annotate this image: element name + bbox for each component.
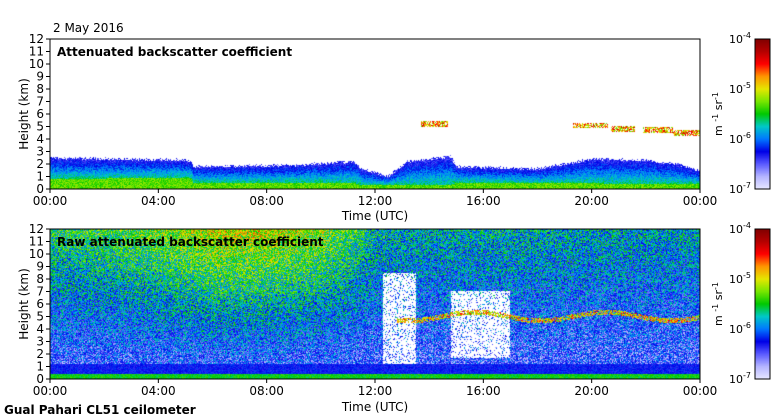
colorbar-tick-label: 10-4: [729, 221, 751, 236]
y-tick-label: 5: [36, 120, 44, 134]
y-tick-label: 7: [36, 95, 44, 109]
y-tick-label: 10: [29, 247, 44, 261]
y-tick-label: 11: [29, 45, 44, 59]
colorbar-tick-label: 10-6: [729, 321, 751, 336]
colorbar-tick-label: 10-7: [729, 181, 751, 196]
y-tick-label: 9: [36, 70, 44, 84]
y-axis-label: Height (km): [17, 268, 31, 339]
x-axis-label: Time (UTC): [341, 400, 408, 414]
colorbar-tick-label: 10-7: [729, 371, 751, 386]
colorbar-unit-label: m -1 sr-1: [711, 92, 725, 136]
y-tick-label: 12: [29, 222, 44, 236]
y-axis-label: Height (km): [17, 78, 31, 149]
colorbar-frame: [754, 38, 771, 190]
y-tick-label: 7: [36, 285, 44, 299]
colorbar-frame: [754, 228, 771, 380]
x-tick-label: 04:00: [141, 384, 176, 398]
x-axis: 00:00 04:00 08:00 12:00 16:00 20:00 00:00: [33, 189, 718, 208]
date-label: 2 May 2016: [53, 21, 124, 35]
heatmap-raw-attenuated-backscatter: [50, 229, 700, 379]
colorbar-unit-label: m -1 sr-1: [711, 282, 725, 326]
x-axis-label: Time (UTC): [341, 209, 408, 223]
y-tick-label: 12: [29, 32, 44, 46]
x-axis: 00:00 04:00 08:00 12:00 16:00 20:00 00:00: [33, 379, 718, 398]
x-tick-label: 16:00: [466, 194, 501, 208]
x-tick-label: 00:00: [683, 384, 718, 398]
colorbar-tick-label: 10-5: [729, 81, 751, 96]
x-tick-label: 00:00: [683, 194, 718, 208]
y-tick-label: 1: [36, 360, 44, 374]
x-tick-label: 12:00: [358, 194, 393, 208]
y-tick-label: 3: [36, 145, 44, 159]
x-tick-label: 16:00: [466, 384, 501, 398]
y-tick-label: 6: [36, 107, 44, 121]
colorbar-top: 10-4 10-5 10-6 10-7 m -1 sr-1: [711, 31, 771, 196]
x-tick-label: 00:00: [33, 384, 68, 398]
x-tick-label: 00:00: [33, 194, 68, 208]
y-tick-label: 2: [36, 347, 44, 361]
x-tick-label: 08:00: [249, 194, 284, 208]
x-tick-label: 12:00: [358, 384, 393, 398]
y-tick-label: 4: [36, 132, 44, 146]
y-tick-label: 0: [36, 372, 44, 386]
y-tick-label: 5: [36, 310, 44, 324]
colorbar-gradient: [755, 39, 770, 189]
colorbar-tick-label: 10-6: [729, 131, 751, 146]
x-tick-label: 04:00: [141, 194, 176, 208]
y-tick-label: 8: [36, 272, 44, 286]
y-tick-label: 11: [29, 235, 44, 249]
colorbar-bottom: 10-4 10-5 10-6 10-7 m -1 sr-1: [711, 221, 771, 386]
panel-raw-attenuated-backscatter: Raw attenuated backscatter coefficient 0…: [17, 222, 717, 414]
y-tick-label: 10: [29, 57, 44, 71]
colorbar-tick-label: 10-4: [729, 31, 751, 46]
colorbar-gradient: [755, 229, 770, 379]
y-tick-label: 4: [36, 322, 44, 336]
y-tick-label: 6: [36, 297, 44, 311]
instrument-label: Gual Pahari CL51 ceilometer: [4, 403, 196, 417]
y-tick-label: 3: [36, 335, 44, 349]
y-tick-label: 8: [36, 82, 44, 96]
panel-title: Raw attenuated backscatter coefficient: [57, 235, 324, 249]
panel-title: Attenuated backscatter coefficient: [57, 45, 292, 59]
x-tick-label: 20:00: [574, 194, 609, 208]
y-tick-label: 1: [36, 170, 44, 184]
colorbar-tick-label: 10-5: [729, 271, 751, 286]
heatmap-attenuated-backscatter: [50, 39, 700, 189]
x-tick-label: 08:00: [249, 384, 284, 398]
x-tick-label: 20:00: [574, 384, 609, 398]
y-tick-label: 2: [36, 157, 44, 171]
y-tick-label: 0: [36, 182, 44, 196]
y-tick-label: 9: [36, 260, 44, 274]
panel-attenuated-backscatter: Attenuated backscatter coefficient 01234…: [17, 32, 717, 223]
